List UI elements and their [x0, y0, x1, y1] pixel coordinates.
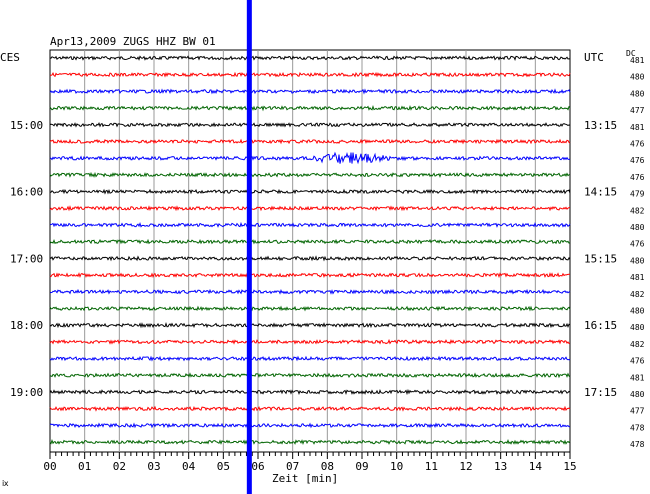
trace-series: [49, 55, 571, 446]
trace-line: [49, 205, 570, 212]
x-tick-label: 04: [182, 460, 196, 473]
dc-offset-label: 476: [630, 240, 645, 249]
trace-line: [49, 405, 571, 412]
x-tick-label: 05: [217, 460, 230, 473]
trace-line: [49, 88, 571, 95]
trace-line: [50, 188, 571, 195]
trace-line: [49, 55, 571, 62]
local-time-label: 16:00: [10, 186, 43, 199]
trace-line: [49, 372, 571, 379]
dc-offset-label: 481: [630, 56, 645, 65]
dc-offset-label: 478: [630, 423, 645, 432]
left-timezone-label: CES: [0, 51, 20, 64]
local-time-label: 19:00: [10, 386, 43, 399]
dc-offset-label: 476: [630, 173, 645, 182]
x-tick-label: 03: [147, 460, 160, 473]
trace-line: [49, 104, 571, 112]
x-tick-label: 06: [251, 460, 264, 473]
dc-offset-label: 476: [630, 140, 645, 149]
utc-time-label: 14:15: [584, 186, 617, 199]
x-tick-label: 09: [355, 460, 368, 473]
dc-offset-label: 476: [630, 156, 645, 165]
x-tick-label: 08: [321, 460, 334, 473]
dc-offset-label: 478: [630, 440, 645, 449]
trace-line: [49, 388, 571, 396]
corner-mark: ⅸ: [2, 479, 9, 488]
utc-time-label: 17:15: [584, 386, 617, 399]
chart-title: Apr13,2009 ZUGS HHZ BW 01: [50, 35, 216, 48]
x-tick-label: 14: [529, 460, 543, 473]
dc-offset-label: 480: [630, 307, 645, 316]
dc-offset-label: 480: [630, 89, 645, 98]
current-time-marker: [246, 0, 252, 494]
trace-line: [49, 338, 571, 345]
dc-offset-label: 480: [630, 73, 645, 82]
dc-offset-label: 482: [630, 290, 645, 299]
dc-offset-label: 480: [630, 256, 645, 265]
dc-offset-label: 482: [630, 340, 645, 349]
dc-offset-label: 477: [630, 106, 645, 115]
utc-time-label: 15:15: [584, 252, 617, 265]
x-tick-label: 00: [43, 460, 56, 473]
trace-line: [49, 171, 570, 178]
x-tick-label: 02: [113, 460, 126, 473]
trace-line: [49, 321, 571, 329]
dc-offset-label: 482: [630, 206, 645, 215]
dc-offset-label: 481: [630, 123, 645, 132]
local-time-label: 17:00: [10, 252, 43, 265]
local-time-label: 18:00: [10, 319, 43, 332]
trace-line: [49, 151, 571, 165]
trace-line: [49, 221, 571, 228]
trace-line: [49, 272, 570, 279]
dc-offset-label: 477: [630, 407, 645, 416]
trace-line: [49, 255, 571, 262]
x-axis: 00 01 02 03 04 05 06 07 08 09 10 11 12 13 14 15: [43, 452, 577, 473]
x-tick-label: 11: [425, 460, 438, 473]
x-tick-label: 07: [286, 460, 299, 473]
x-axis-title: Zeit [min]: [272, 472, 338, 485]
trace-line: [49, 422, 571, 429]
trace-line: [49, 238, 571, 245]
x-tick-label: 10: [390, 460, 403, 473]
trace-line: [49, 121, 571, 128]
trace-line: [49, 305, 571, 312]
trace-line: [49, 71, 571, 78]
dc-offset-label: 479: [630, 190, 645, 199]
dc-offset-label: 481: [630, 273, 645, 282]
dc-offset-label: 481: [630, 373, 645, 382]
x-tick-label: 15: [563, 460, 576, 473]
time-labels: 481 480 480 477 481 476 476 476 479 482 480 476 480 4…: [10, 56, 645, 449]
dc-offset-label: 480: [630, 223, 645, 232]
trace-line: [49, 355, 571, 362]
x-tick-label: 13: [494, 460, 507, 473]
utc-time-label: 16:15: [584, 319, 617, 332]
trace-line: [49, 138, 571, 145]
right-timezone-label: UTC: [584, 51, 604, 64]
dc-header-label: DC: [626, 49, 636, 58]
trace-line: [49, 288, 571, 295]
dc-offset-label: 480: [630, 390, 645, 399]
utc-time-label: 13:15: [584, 119, 617, 132]
dc-offset-label: 480: [630, 323, 645, 332]
trace-line: [49, 438, 571, 446]
dc-offset-label: 476: [630, 357, 645, 366]
x-tick-label: 01: [78, 460, 91, 473]
local-time-label: 15:00: [10, 119, 43, 132]
x-tick-label: 12: [459, 460, 472, 473]
time-marker: [246, 0, 252, 494]
